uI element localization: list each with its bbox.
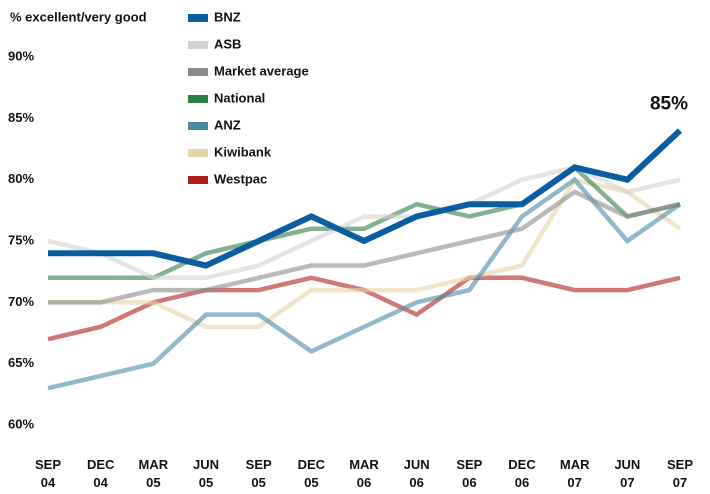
series-line [47, 176, 682, 391]
x-tick-label: DEC 04 [87, 457, 115, 490]
x-tick-label: JUN 07 [614, 457, 640, 490]
x-tick-label: SEP 05 [246, 457, 272, 490]
y-tick-label: 90% [8, 48, 34, 63]
legend-swatch [188, 149, 208, 157]
y-tick-label: 85% [8, 110, 34, 125]
y-tick-label: 75% [8, 232, 34, 247]
x-tick-label: MAR 06 [349, 457, 379, 490]
x-tick-label: DEC 06 [508, 457, 536, 490]
legend-label: ANZ [214, 117, 241, 132]
legend-label: Westpac [214, 171, 267, 186]
legend-label: National [214, 90, 265, 105]
legend-label: Kiwibank [214, 144, 272, 159]
y-axis-label: % excellent/very good [10, 9, 147, 24]
x-tick-label: MAR 07 [560, 457, 590, 490]
series-line [47, 275, 681, 342]
y-tick-label: 60% [8, 416, 34, 431]
legend-label: Market average [214, 63, 309, 78]
legend-swatch [188, 95, 208, 103]
legend-label: ASB [214, 36, 241, 51]
legend-swatch [188, 41, 208, 49]
y-tick-label: 70% [8, 294, 34, 309]
legend-swatch [188, 68, 208, 76]
x-tick-label: SEP 04 [35, 457, 61, 490]
x-tick-label: SEP 06 [456, 457, 482, 490]
x-tick-label: SEP 07 [667, 457, 693, 490]
x-tick-label: JUN 06 [404, 457, 430, 490]
x-tick-label: DEC 05 [298, 457, 326, 490]
legend-swatch [188, 14, 208, 22]
legend-swatch [188, 176, 208, 184]
series-line [48, 189, 681, 305]
x-tick-label: JUN 05 [193, 457, 219, 490]
legend-label: BNZ [214, 9, 241, 24]
annotation: 85% [650, 94, 688, 115]
y-tick-label: 80% [8, 171, 34, 186]
legend-swatch [188, 122, 208, 130]
series-line [48, 128, 683, 269]
x-tick-label: MAR 05 [139, 457, 169, 490]
y-tick-label: 65% [8, 355, 34, 370]
